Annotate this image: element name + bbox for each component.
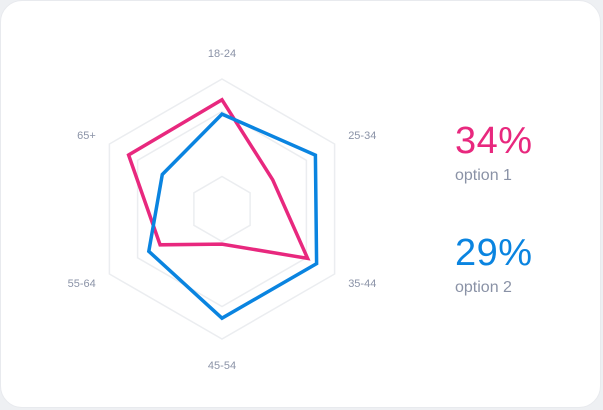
radar-grid-ring-1 <box>193 175 251 243</box>
axis-label-55-64: 55-64 <box>68 278 96 290</box>
axis-label-65+: 65+ <box>77 130 96 142</box>
stat-option-1-value: 34% <box>455 120 533 162</box>
axis-label-35-44: 35-44 <box>348 278 376 290</box>
radar-series-1-line <box>126 97 311 261</box>
radar-chart: 18-24 25-34 35-44 45-54 55-64 65+ <box>68 48 377 372</box>
radar-grid-ring-3 <box>108 78 336 340</box>
stat-option-1: 34% option 1 <box>455 121 533 185</box>
axis-label-25-34: 25-34 <box>348 130 376 142</box>
stat-option-2-value: 29% <box>455 232 533 274</box>
radar-series-2-line <box>146 112 319 321</box>
stat-option-1-label: option 1 <box>455 167 512 184</box>
stat-option-2-label: option 2 <box>455 279 512 296</box>
radar-grid-ring-2 <box>136 110 308 308</box>
axis-label-18-24: 18-24 <box>208 48 236 60</box>
radar-grid <box>108 78 336 340</box>
axis-label-45-54: 45-54 <box>208 360 236 372</box>
radar-axis-labels: 18-24 25-34 35-44 45-54 55-64 65+ <box>68 48 377 372</box>
stat-option-2: 29% option 2 <box>455 233 533 297</box>
radar-series <box>126 97 319 321</box>
